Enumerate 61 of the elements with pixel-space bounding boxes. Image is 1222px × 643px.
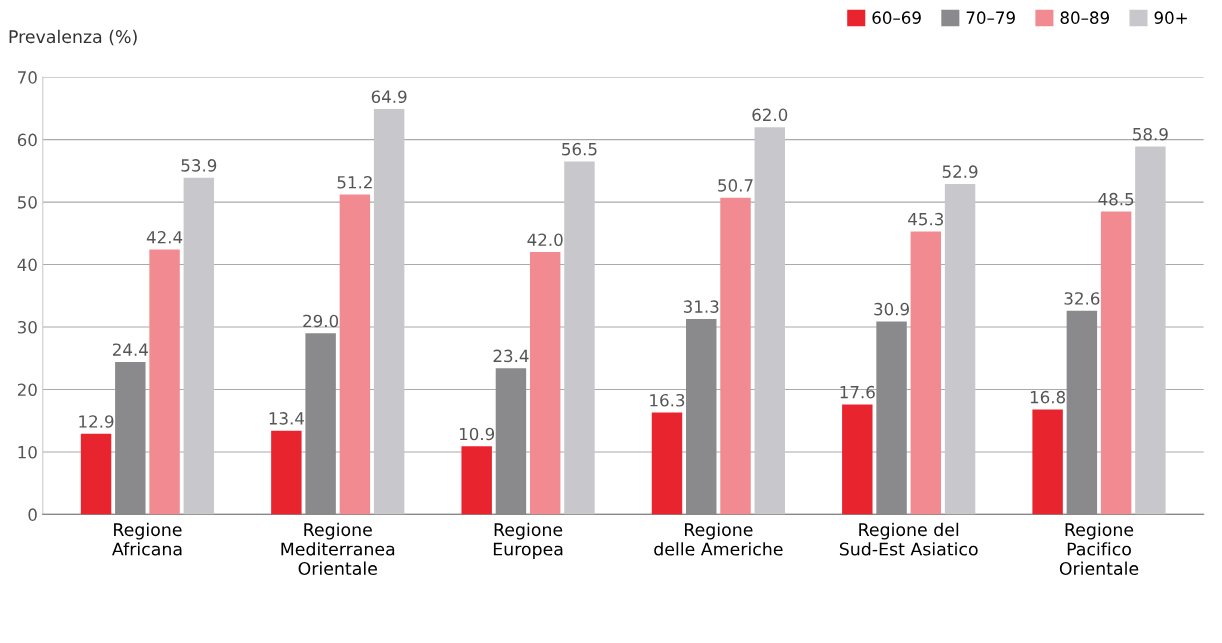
x-tick-label: Regione Pacifico Orientale bbox=[1059, 522, 1139, 576]
x-tick-label: Regione delle Americhe bbox=[654, 522, 783, 556]
data-label: 52.9 bbox=[942, 165, 978, 178]
bar bbox=[754, 127, 785, 515]
y-tick-label: 40 bbox=[17, 258, 37, 272]
x-tick-label: Regione Europea bbox=[493, 522, 563, 559]
bar bbox=[720, 197, 751, 515]
data-label: 42.4 bbox=[146, 230, 183, 244]
bar bbox=[1100, 211, 1132, 515]
y-tick-label: 20 bbox=[17, 383, 37, 397]
bar bbox=[80, 433, 112, 515]
data-label: 10.9 bbox=[459, 427, 495, 441]
bar bbox=[842, 404, 873, 515]
data-label: 29.0 bbox=[303, 314, 339, 328]
data-label: 64.9 bbox=[371, 90, 407, 104]
bar bbox=[183, 177, 215, 515]
bar bbox=[564, 161, 595, 515]
bar bbox=[651, 412, 683, 515]
bar bbox=[529, 252, 561, 515]
data-label: 13.4 bbox=[269, 412, 304, 425]
bar bbox=[461, 446, 492, 515]
data-label: 32.6 bbox=[1064, 292, 1100, 305]
data-label: 12.9 bbox=[79, 415, 114, 428]
legend-label: 80–89 bbox=[1060, 11, 1109, 24]
data-label: 51.2 bbox=[337, 175, 372, 189]
y-tick-label: 60 bbox=[17, 133, 37, 147]
data-label: 53.9 bbox=[181, 159, 217, 172]
x-tick-label: Regione Mediterranea Orientale bbox=[281, 522, 395, 576]
legend-label: 90+ bbox=[1154, 11, 1187, 24]
bar bbox=[910, 231, 942, 515]
bar bbox=[1032, 409, 1063, 515]
bar bbox=[271, 430, 302, 515]
bar bbox=[149, 249, 180, 515]
data-label: 48.5 bbox=[1098, 192, 1134, 206]
data-label: 45.3 bbox=[908, 212, 944, 226]
data-label: 58.9 bbox=[1133, 127, 1168, 141]
data-label: 31.3 bbox=[683, 300, 719, 313]
data-label: 50.7 bbox=[718, 179, 753, 192]
y-tick-label: 10 bbox=[18, 445, 37, 459]
legend-label: 70–79 bbox=[966, 11, 1015, 24]
y-tick-label: 30 bbox=[17, 320, 37, 334]
data-label: 30.9 bbox=[874, 302, 909, 316]
data-label: 23.4 bbox=[493, 349, 529, 363]
bar bbox=[339, 194, 371, 515]
data-label: 42.0 bbox=[527, 233, 563, 247]
y-axis-title: Prevalenza (%) bbox=[9, 29, 137, 46]
data-label: 16.3 bbox=[650, 393, 685, 407]
data-label: 62.0 bbox=[752, 108, 788, 122]
y-tick-label: 0 bbox=[28, 508, 37, 521]
x-tick-label: Regione Africana bbox=[112, 522, 182, 556]
data-label: 16.8 bbox=[1030, 390, 1066, 404]
data-label: 24.4 bbox=[112, 343, 148, 356]
bar bbox=[944, 183, 976, 515]
bar bbox=[373, 109, 405, 515]
y-tick-label: 50 bbox=[17, 196, 37, 209]
legend-label: 60–69 bbox=[872, 11, 921, 24]
x-tick-label: Regione del Sud-Est Asiatico bbox=[839, 522, 978, 556]
bar bbox=[1135, 146, 1166, 515]
data-label: 56.5 bbox=[562, 142, 597, 156]
y-tick-label: 70 bbox=[18, 71, 37, 84]
data-label: 17.6 bbox=[840, 385, 875, 399]
